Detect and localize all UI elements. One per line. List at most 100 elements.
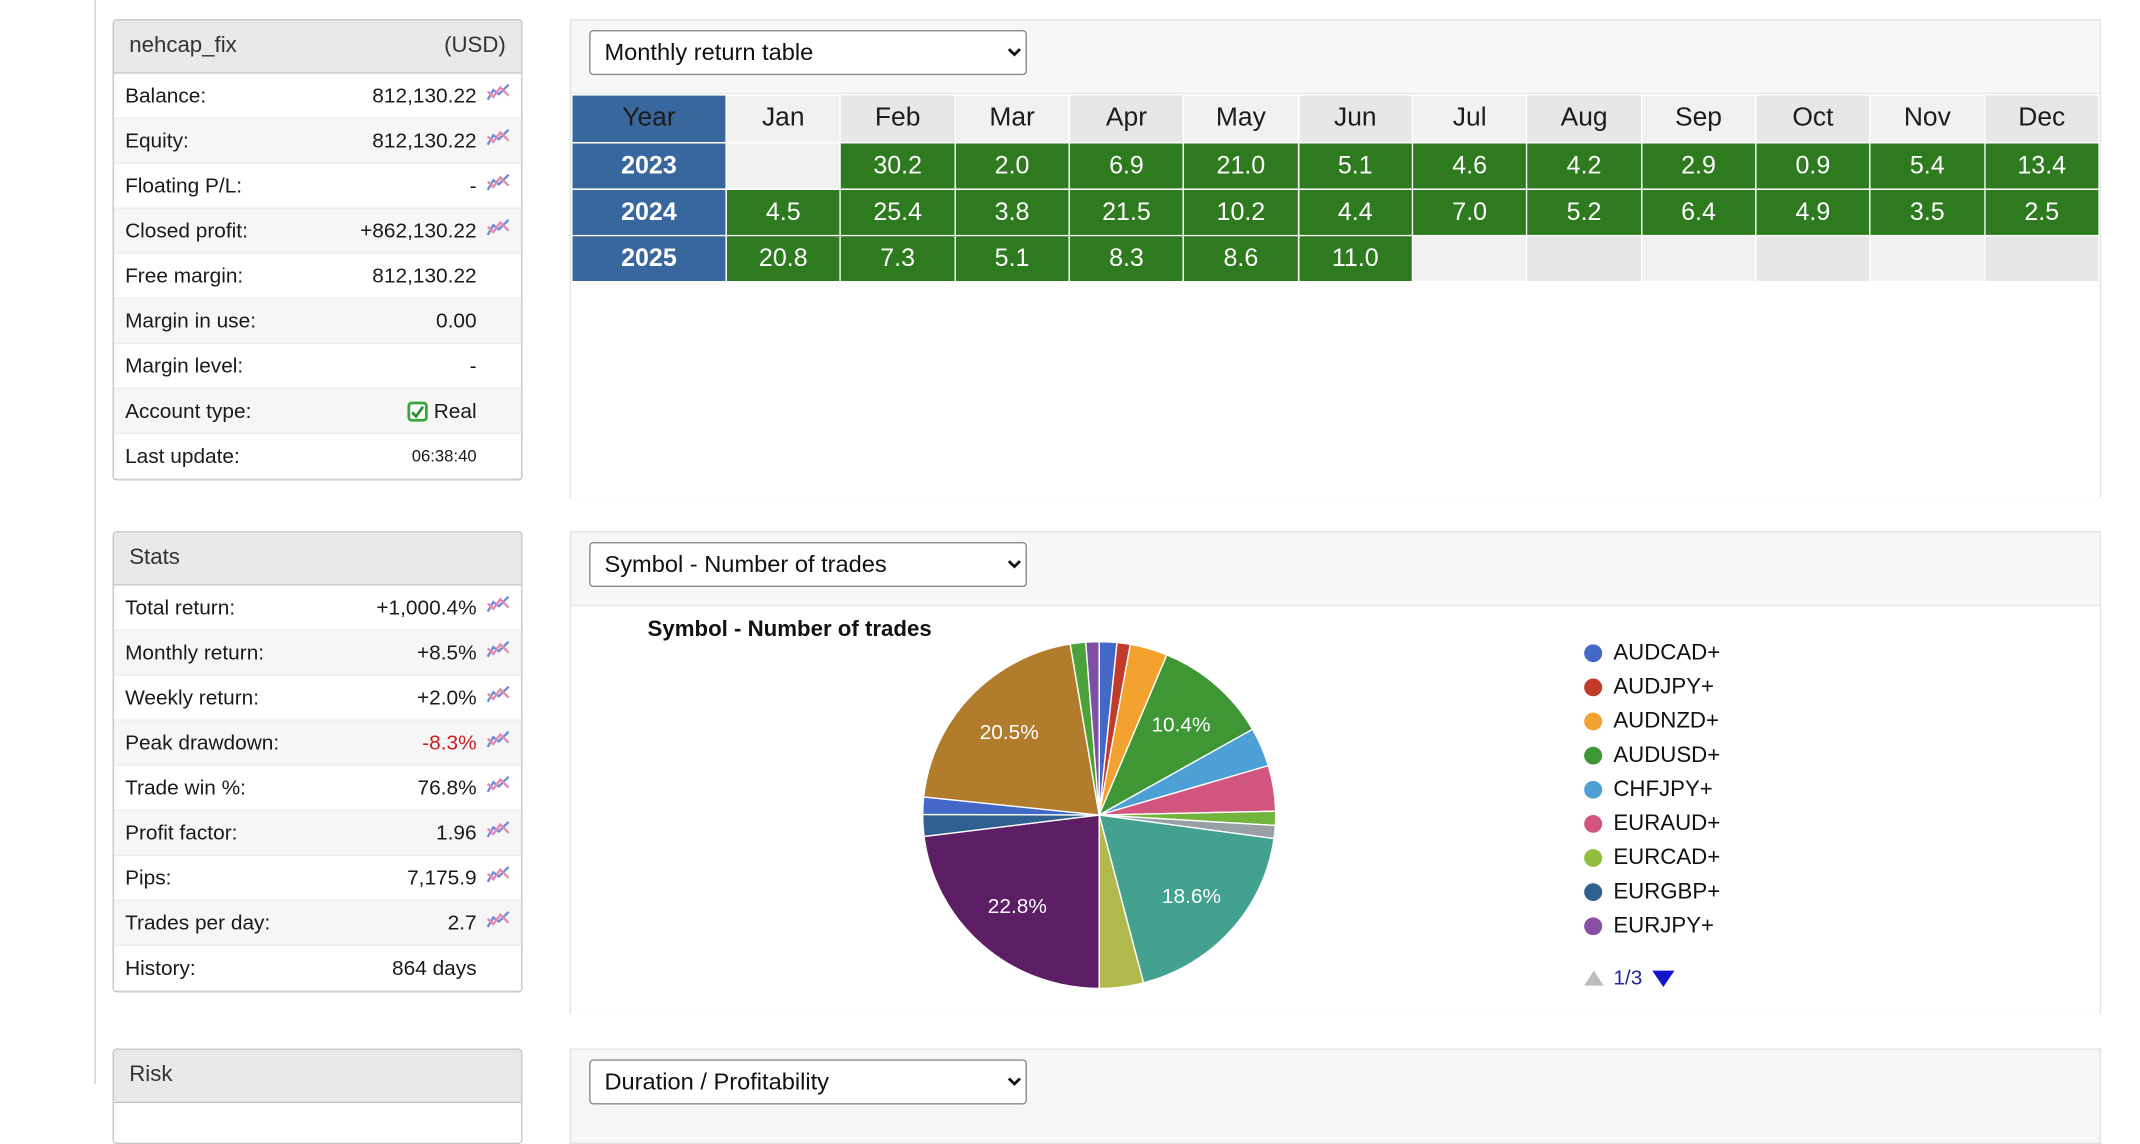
legend-swatch bbox=[1584, 883, 1603, 902]
month-header: Dec bbox=[1983, 94, 2100, 144]
return-cell: 5.1 bbox=[1297, 141, 1414, 190]
legend-swatch bbox=[1584, 678, 1603, 697]
stats-row: Weekly return: +2.0% bbox=[113, 675, 522, 721]
legend-item: AUDUSD+ bbox=[1584, 739, 1720, 773]
account-row: Last update: 06:38:40 bbox=[113, 434, 522, 480]
mini-chart-icon[interactable] bbox=[486, 218, 510, 243]
pie-slice[interactable] bbox=[922, 643, 1101, 816]
return-cell: 2.5 bbox=[1983, 188, 2100, 237]
return-cell: 13.4 bbox=[1983, 141, 2100, 190]
month-header: Feb bbox=[839, 94, 956, 144]
stats-panel-header: Stats bbox=[113, 532, 522, 586]
legend-item: EURGBP+ bbox=[1584, 875, 1720, 909]
mini-chart-icon[interactable] bbox=[486, 640, 510, 665]
month-header: Mar bbox=[954, 94, 1070, 144]
monthly-view-select[interactable]: Monthly return table bbox=[589, 30, 1027, 76]
legend-page-indicator: 1/3 bbox=[1613, 966, 1643, 990]
year-row: 2024 4.5 25.4 3.8 21.5 10.2 4.4 7.0 5.2 6.4 4.9 3.5… bbox=[571, 188, 2100, 237]
duration-view-select[interactable]: Duration / Profitability bbox=[589, 1059, 1027, 1105]
return-cell: 7.0 bbox=[1411, 188, 1528, 237]
account-row: Closed profit: +862,130.22 bbox=[113, 208, 522, 254]
mini-chart-icon[interactable] bbox=[486, 595, 510, 620]
account-row-value: 0.00 bbox=[436, 309, 477, 333]
mini-chart-icon[interactable] bbox=[486, 866, 510, 891]
account-row-value: - bbox=[469, 354, 477, 378]
account-row: Free margin: 812,130.22 bbox=[113, 253, 522, 299]
empty-cell bbox=[1526, 234, 1642, 283]
return-cell: 4.6 bbox=[1411, 141, 1528, 190]
stats-panel: Stats Total return: +1,000.4% Monthly retu… bbox=[112, 531, 523, 993]
legend-pager: 1/3 bbox=[1584, 966, 1675, 990]
return-cell: 30.2 bbox=[839, 141, 956, 190]
stats-row: Total return: +1,000.4% bbox=[113, 585, 522, 631]
pie-slice[interactable] bbox=[1098, 814, 1275, 984]
monthly-return-table: Year Jan Feb Mar Apr May Jun Jul Aug Sep Oct Nov Dec… bbox=[571, 94, 2100, 283]
month-header: Aug bbox=[1526, 94, 1642, 144]
account-row-value: 812,130.22 bbox=[372, 129, 477, 153]
return-cell: 5.2 bbox=[1526, 188, 1642, 237]
account-row: Margin in use: 0.00 bbox=[113, 298, 522, 345]
monthly-toolbar: Monthly return table bbox=[571, 20, 2100, 92]
month-header-row: Year Jan Feb Mar Apr May Jun Jul Aug Sep Oct Nov Dec bbox=[571, 94, 2100, 144]
legend-label: CHFJPY+ bbox=[1613, 777, 1713, 801]
stats-icon-slot bbox=[477, 640, 510, 665]
checkbox-checked-icon bbox=[407, 400, 428, 421]
mini-chart-icon[interactable] bbox=[486, 128, 510, 153]
monthly-content: Year Jan Feb Mar Apr May Jun Jul Aug Sep Oct Nov Dec… bbox=[571, 92, 2100, 499]
empty-cell bbox=[1411, 234, 1528, 283]
account-row-value: - bbox=[469, 174, 477, 198]
account-icon-slot bbox=[477, 218, 510, 243]
account-row-label: Account type: bbox=[125, 399, 252, 423]
return-cell: 4.9 bbox=[1754, 188, 1871, 237]
legend-swatch bbox=[1584, 746, 1603, 765]
year-row: 2023 30.2 2.0 6.9 21.0 5.1 4.6 4.2 2.9 0.9 5.4 13.4 bbox=[571, 141, 2100, 190]
pie-slice-eurjpy[interactable] bbox=[923, 814, 1100, 990]
account-row-label: Balance: bbox=[125, 83, 207, 108]
return-cell: 25.4 bbox=[839, 188, 956, 237]
legend-item: AUDJPY+ bbox=[1584, 670, 1720, 704]
legend-label: EURGBP+ bbox=[1613, 879, 1721, 904]
stats-row-label: History: bbox=[125, 956, 196, 980]
pie-slice[interactable] bbox=[1085, 640, 1100, 816]
empty-cell bbox=[1754, 234, 1871, 283]
legend-swatch bbox=[1584, 849, 1603, 867]
stats-icon-slot bbox=[477, 911, 510, 936]
legend-item: CHFJPY+ bbox=[1584, 773, 1720, 807]
stats-rows: Total return: +1,000.4% Monthly return: +8.… bbox=[113, 585, 522, 992]
pie-slice-label: 22.8% bbox=[988, 895, 1047, 918]
trading-dashboard: nehcap_fix (USD) Balance: 812,130.22 Equit… bbox=[94, 0, 2102, 1144]
stats-row-label: Weekly return: bbox=[125, 686, 260, 710]
mini-chart-icon[interactable] bbox=[486, 775, 510, 800]
account-row-value: 06:38:40 bbox=[411, 446, 477, 466]
legend-swatch bbox=[1584, 712, 1603, 731]
stats-icon-slot bbox=[477, 595, 510, 620]
mini-chart-icon[interactable] bbox=[486, 820, 510, 845]
legend-label: AUDUSD+ bbox=[1613, 743, 1721, 767]
return-cell: 7.3 bbox=[839, 234, 956, 283]
return-cell: 2.9 bbox=[1640, 141, 1757, 190]
stats-row-value: 864 days bbox=[392, 956, 477, 980]
mini-chart-icon[interactable] bbox=[486, 173, 510, 198]
account-row-label: Margin in use: bbox=[125, 309, 256, 333]
stats-row-value: +8.5% bbox=[416, 640, 477, 665]
return-cell: 21.0 bbox=[1182, 141, 1299, 190]
stats-icon-slot bbox=[477, 866, 510, 891]
mini-chart-icon[interactable] bbox=[486, 83, 510, 108]
duration-panel: Duration / Profitability bbox=[569, 1048, 2102, 1144]
year-cell: 2025 bbox=[571, 234, 727, 283]
legend-page-down-icon[interactable] bbox=[1652, 969, 1675, 987]
pie-slice-audusd[interactable] bbox=[1097, 654, 1254, 817]
return-cell: 4.2 bbox=[1526, 141, 1642, 190]
legend-page-up-icon[interactable] bbox=[1584, 970, 1604, 986]
account-row: Equity: 812,130.22 bbox=[113, 118, 522, 164]
account-icon-slot bbox=[477, 128, 510, 153]
legend-item: EURJPY+ bbox=[1584, 909, 1720, 943]
account-panel-header: nehcap_fix (USD) bbox=[113, 20, 522, 74]
symbol-view-select[interactable]: Symbol - Number of trades bbox=[589, 541, 1027, 588]
empty-cell bbox=[1983, 234, 2100, 283]
account-row-value: 812,130.22 bbox=[372, 83, 477, 108]
stats-title: Stats bbox=[129, 546, 180, 570]
mini-chart-icon[interactable] bbox=[486, 730, 510, 755]
mini-chart-icon[interactable] bbox=[486, 685, 510, 710]
mini-chart-icon[interactable] bbox=[486, 911, 510, 936]
